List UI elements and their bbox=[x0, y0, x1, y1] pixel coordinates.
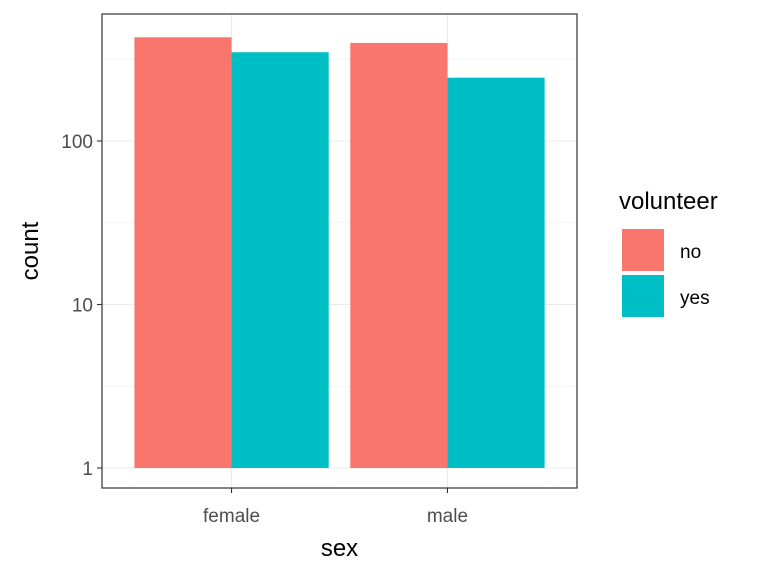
x-axis-ticks: female male bbox=[203, 488, 468, 527]
legend-key-no bbox=[622, 229, 664, 271]
legend-label-yes: yes bbox=[680, 288, 710, 309]
y-tick-label: 1 bbox=[82, 459, 93, 480]
plot-border bbox=[101, 13, 578, 489]
bar-yes-female bbox=[231, 52, 329, 468]
y-tick-label: 10 bbox=[72, 296, 93, 317]
legend: volunteer no yes bbox=[619, 188, 718, 317]
bar-no-male bbox=[350, 42, 448, 468]
y-axis-ticks: 1 10 100 bbox=[61, 132, 102, 480]
legend-key-yes bbox=[622, 275, 664, 317]
x-tick-label: female bbox=[203, 506, 260, 527]
bar-no-female bbox=[134, 37, 232, 468]
bars bbox=[134, 37, 545, 468]
y-axis-title: count bbox=[17, 221, 44, 280]
legend-keys: no yes bbox=[622, 229, 710, 317]
x-tick-label: male bbox=[427, 506, 468, 527]
y-tick-label: 100 bbox=[61, 132, 93, 153]
x-axis-title: sex bbox=[321, 535, 358, 562]
legend-label-no: no bbox=[680, 242, 701, 263]
legend-title: volunteer bbox=[619, 188, 718, 215]
bar-yes-male bbox=[447, 77, 545, 468]
